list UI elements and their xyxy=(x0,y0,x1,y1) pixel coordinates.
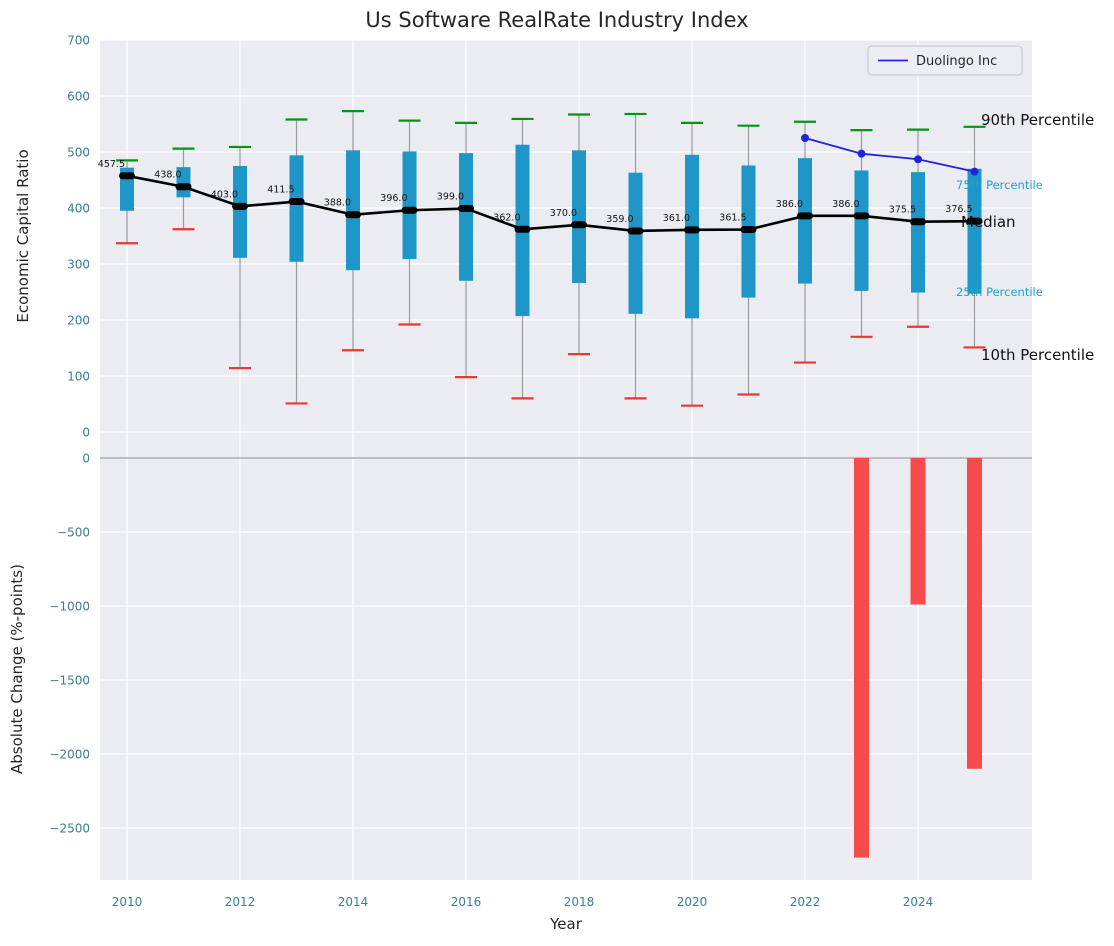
x-tick-label: 2014 xyxy=(338,895,369,909)
median-marker xyxy=(401,206,418,214)
top-y-axis-label: Economic Capital Ratio xyxy=(14,149,32,322)
iqr-box xyxy=(572,150,586,284)
median-value-label: 396.0 xyxy=(380,193,407,204)
duolingo-point xyxy=(857,149,866,158)
y-tick-label-bottom: 0 xyxy=(82,452,90,466)
y-tick-label-top: 700 xyxy=(67,34,90,48)
change-bar xyxy=(910,458,926,605)
median-value-label: 411.5 xyxy=(267,185,294,196)
median-marker xyxy=(232,202,248,210)
x-axis-label: Year xyxy=(549,915,583,933)
median-value-label: 359.0 xyxy=(606,214,633,225)
annotation-90th-percentile: 90th Percentile xyxy=(981,111,1094,129)
duolingo-point xyxy=(970,167,979,176)
plot-background xyxy=(100,40,1032,880)
median-value-label: 457.5 xyxy=(98,159,125,170)
median-marker xyxy=(458,205,474,213)
y-tick-label-top: 500 xyxy=(67,146,90,160)
x-tick-label: 2012 xyxy=(225,895,256,909)
median-value-label: 388.0 xyxy=(324,198,351,209)
median-marker xyxy=(175,183,192,191)
annotation-10th-percentile: 10th Percentile xyxy=(981,346,1094,364)
iqr-box xyxy=(402,151,417,259)
legend-frame xyxy=(867,45,1023,76)
y-tick-label-bottom: −1500 xyxy=(49,674,90,688)
median-marker xyxy=(797,212,813,220)
median-value-label: 386.0 xyxy=(776,199,803,210)
median-marker xyxy=(288,198,305,206)
median-value-label: 375.5 xyxy=(889,205,916,216)
x-tick-label: 2010 xyxy=(112,895,143,909)
x-tick-label: 2024 xyxy=(903,895,934,909)
median-marker xyxy=(853,212,870,220)
series-marks: 457.5 438.0 403.0 411.5 388.0 396.0 399.0 362.0… xyxy=(98,110,986,858)
y-tick-label-bottom: −1000 xyxy=(49,600,90,614)
median-marker xyxy=(910,218,926,226)
median-marker xyxy=(966,217,983,225)
iqr-box xyxy=(233,166,247,258)
iqr-box xyxy=(346,150,360,271)
iqr-box xyxy=(798,158,812,284)
x-tick-label: 2020 xyxy=(677,895,708,909)
y-tick-label-bottom: −500 xyxy=(57,526,90,540)
y-tick-label-top: 600 xyxy=(67,90,90,104)
median-line xyxy=(126,174,975,233)
x-tick-label: 2022 xyxy=(790,895,821,909)
median-marker xyxy=(514,225,531,233)
median-value-label: 361.5 xyxy=(719,213,746,224)
duolingo-point xyxy=(801,134,809,142)
iqr-box xyxy=(911,172,925,293)
y-tick-label-top: 200 xyxy=(67,314,90,328)
median-marker xyxy=(627,227,644,235)
iqr-box xyxy=(967,168,982,294)
median-value-label: 361.0 xyxy=(663,213,690,224)
x-tick-label: 2016 xyxy=(451,895,482,909)
median-marker xyxy=(345,211,361,219)
y-tick-label-top: 100 xyxy=(67,370,90,384)
change-bar xyxy=(854,458,869,858)
iqr-box xyxy=(628,172,643,314)
x-tick-label: 2018 xyxy=(564,895,595,909)
median-value-label: 362.0 xyxy=(493,212,520,223)
legend-label: Duolingo Inc xyxy=(916,54,997,69)
annotation-75th-percentile: 75th Percentile xyxy=(956,178,1043,192)
median-value-label: 399.0 xyxy=(437,192,464,203)
median-value-label: 403.0 xyxy=(211,189,238,200)
duolingo-point xyxy=(914,155,922,164)
median-value-label: 376.5 xyxy=(945,204,972,215)
median-marker xyxy=(684,226,700,234)
median-value-label: 438.0 xyxy=(154,170,181,181)
bottom-y-axis-label: Absolute Change (%-points) xyxy=(8,564,26,774)
y-tick-label-bottom: −2000 xyxy=(49,748,90,762)
y-tick-label-top: 400 xyxy=(67,202,90,216)
annotation-25th-percentile: 25th Percentile xyxy=(956,285,1043,299)
median-marker xyxy=(571,221,587,229)
iqr-box xyxy=(685,154,699,319)
median-marker xyxy=(740,226,757,234)
y-tick-label-top: 300 xyxy=(67,258,90,272)
iqr-box xyxy=(289,155,304,262)
duolingo-line xyxy=(804,137,975,173)
annotation-median: Median xyxy=(961,213,1016,231)
y-tick-label-bottom: −2500 xyxy=(49,822,90,836)
iqr-box xyxy=(459,153,473,281)
median-marker xyxy=(119,172,135,180)
y-tick-label-top: 0 xyxy=(82,426,90,440)
legend: Duolingo Inc xyxy=(867,45,1023,76)
tick-labels: 0 100 200 300 400 500 600 700 0 −500 −1000 −1500 −20… xyxy=(49,34,933,910)
plot-marks: 457.5 438.0 403.0 411.5 388.0 396.0 399.0 362.0… xyxy=(49,34,1032,910)
chart-title: Us Software RealRate Industry Index xyxy=(365,8,748,32)
change-bar xyxy=(967,458,982,769)
median-value-label: 386.0 xyxy=(832,199,859,210)
median-value-label: 370.0 xyxy=(550,208,577,219)
iqr-box xyxy=(854,170,869,291)
